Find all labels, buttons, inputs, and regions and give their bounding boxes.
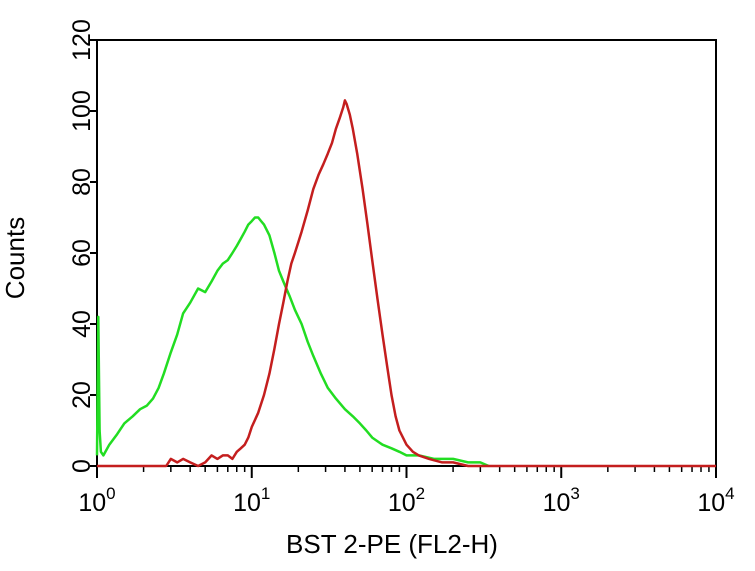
x-tick-label: 102: [388, 484, 425, 517]
x-tick-label: 101: [233, 484, 270, 517]
series-line-1: [95, 216, 490, 468]
y-axis-ticks: 0 20 40 60 80 100 120: [68, 19, 97, 473]
y-tick-label: 120: [68, 19, 96, 61]
y-tick-label: 100: [68, 90, 96, 132]
x-tick-label: 103: [543, 484, 580, 517]
x-axis-ticks: 100 101 102 103 104: [78, 466, 735, 517]
y-tick-label: 40: [68, 310, 96, 338]
y-tick-label: 20: [68, 381, 96, 409]
series-line-2: [97, 99, 716, 468]
x-tick-label: 100: [78, 484, 115, 517]
x-axis-label: BST 2-PE (FL2-H): [286, 529, 498, 559]
y-tick-label: 80: [68, 168, 96, 196]
y-axis-label: Counts: [0, 217, 30, 299]
y-tick-label: 60: [68, 239, 96, 267]
x-tick-label: 104: [697, 484, 734, 517]
plot-frame: [96, 39, 717, 467]
y-tick-label: 0: [68, 459, 96, 473]
series-layer: [95, 99, 716, 468]
